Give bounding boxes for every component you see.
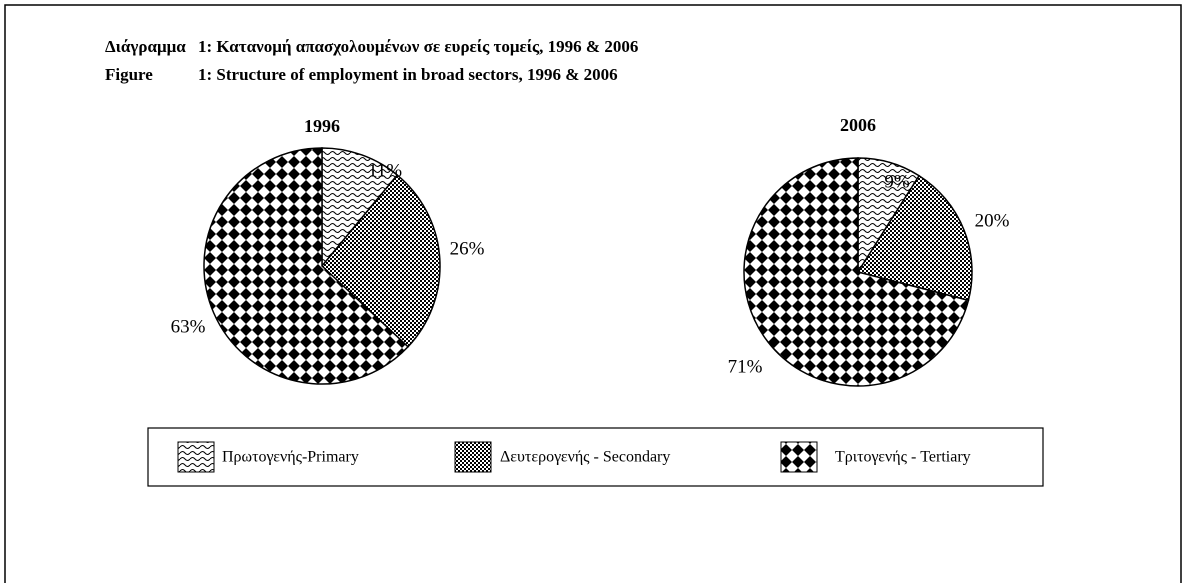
title-label: Διάγραμμα [105, 37, 186, 56]
data-label: 26% [450, 238, 485, 259]
legend-label: Δευτερογενής - Secondary [500, 449, 670, 466]
pie-title: 1996 [304, 116, 340, 136]
data-label: 63% [171, 316, 206, 337]
legend-label: Τριτογενής - Tertiary [835, 449, 971, 466]
data-label: 9% [884, 171, 910, 192]
legend-box [147, 427, 1044, 487]
pie-slice [320, 174, 441, 348]
pie-slice [856, 174, 973, 302]
frame [4, 4, 1182, 583]
legend-label: Πρωτογενής-Primary [222, 449, 359, 466]
data-label: 20% [975, 210, 1010, 231]
legend-swatch [177, 441, 215, 473]
legend-swatch [454, 441, 492, 473]
legend-swatch [780, 441, 818, 473]
title-text: 1: Κατανομή απασχολουμένων σε ευρείς τομ… [198, 37, 638, 56]
pie-title: 2006 [840, 115, 876, 135]
pie-slice [203, 147, 410, 385]
title-label: Figure [105, 65, 153, 84]
pie-slice [743, 157, 970, 387]
pie-slice [321, 147, 399, 269]
data-label: 11% [368, 160, 402, 181]
title-text: 1: Structure of employment in broad sect… [198, 65, 618, 84]
data-label: 71% [728, 356, 763, 377]
